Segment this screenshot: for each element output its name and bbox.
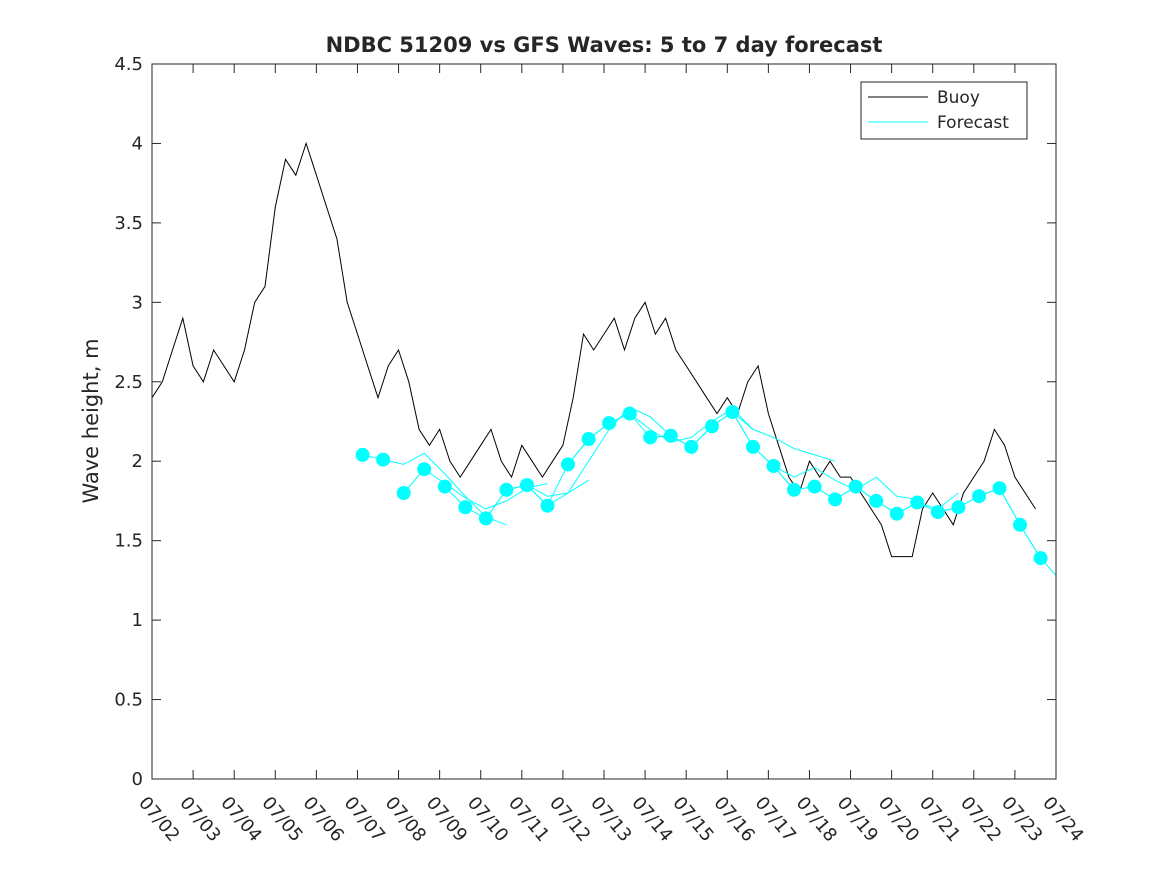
y-axis-label: Wave height, m <box>79 338 103 503</box>
y-tick-label: 3 <box>132 292 143 313</box>
forecast-point <box>520 478 534 493</box>
y-tick-label: 3.5 <box>114 213 143 234</box>
forecast-point <box>930 505 945 520</box>
forecast-point <box>828 492 843 507</box>
forecast-point <box>766 459 781 473</box>
forecast-point <box>478 511 493 526</box>
forecast-point <box>807 479 822 494</box>
forecast-run-11 <box>773 465 918 500</box>
y-tick-label: 2 <box>132 451 143 472</box>
y-tick-label: 1 <box>132 610 143 631</box>
y-tick-label: 1.5 <box>114 531 143 552</box>
buoy-series <box>151 141 1036 558</box>
forecast-point <box>889 506 904 521</box>
legend-forecast-label: Forecast <box>937 113 1009 133</box>
forecast-point <box>417 462 432 477</box>
forecast-point <box>602 416 617 431</box>
forecast-point <box>910 495 925 510</box>
forecast-point <box>684 439 699 454</box>
forecast-point <box>787 482 801 497</box>
forecast-point <box>561 457 575 472</box>
legend-buoy-label: Buoy <box>937 88 980 108</box>
forecast-point <box>499 482 514 497</box>
forecast-point <box>869 493 884 508</box>
y-tick-label: 4 <box>132 133 143 154</box>
forecast-point <box>622 406 637 421</box>
y-axis: 0 0.5 1 1.5 2 2.5 3 3.5 4 4.5 <box>114 54 1056 790</box>
forecast-point <box>972 489 986 504</box>
forecast-point <box>355 447 370 462</box>
forecast-point <box>581 432 596 446</box>
forecast-point <box>1013 517 1027 532</box>
forecast-point <box>951 500 966 515</box>
forecast-point <box>376 452 391 467</box>
forecast-point <box>848 479 863 494</box>
chart-title: NDBC 51209 vs GFS Waves: 5 to 7 day fore… <box>326 33 883 57</box>
y-tick-label: 0.5 <box>114 690 143 711</box>
forecast-point <box>643 430 658 445</box>
forecast-point <box>663 428 678 443</box>
forecast-point <box>396 486 411 500</box>
forecast-point <box>540 498 555 513</box>
buoy-line <box>151 141 1036 558</box>
forecast-point <box>725 405 740 419</box>
forecast-point <box>746 439 760 454</box>
legend-box <box>860 81 1028 140</box>
forecast-point <box>458 500 473 515</box>
y-tick-label: 4.5 <box>114 54 143 75</box>
forecast-point <box>992 481 1007 496</box>
forecast-point <box>437 479 452 494</box>
y-tick-label: 0 <box>132 769 143 790</box>
legend: Buoy Forecast <box>860 81 1028 140</box>
forecast-point <box>1033 551 1048 566</box>
forecast-points <box>355 405 1048 566</box>
forecast-point <box>704 419 719 434</box>
y-tick-label: 2.5 <box>114 372 143 393</box>
